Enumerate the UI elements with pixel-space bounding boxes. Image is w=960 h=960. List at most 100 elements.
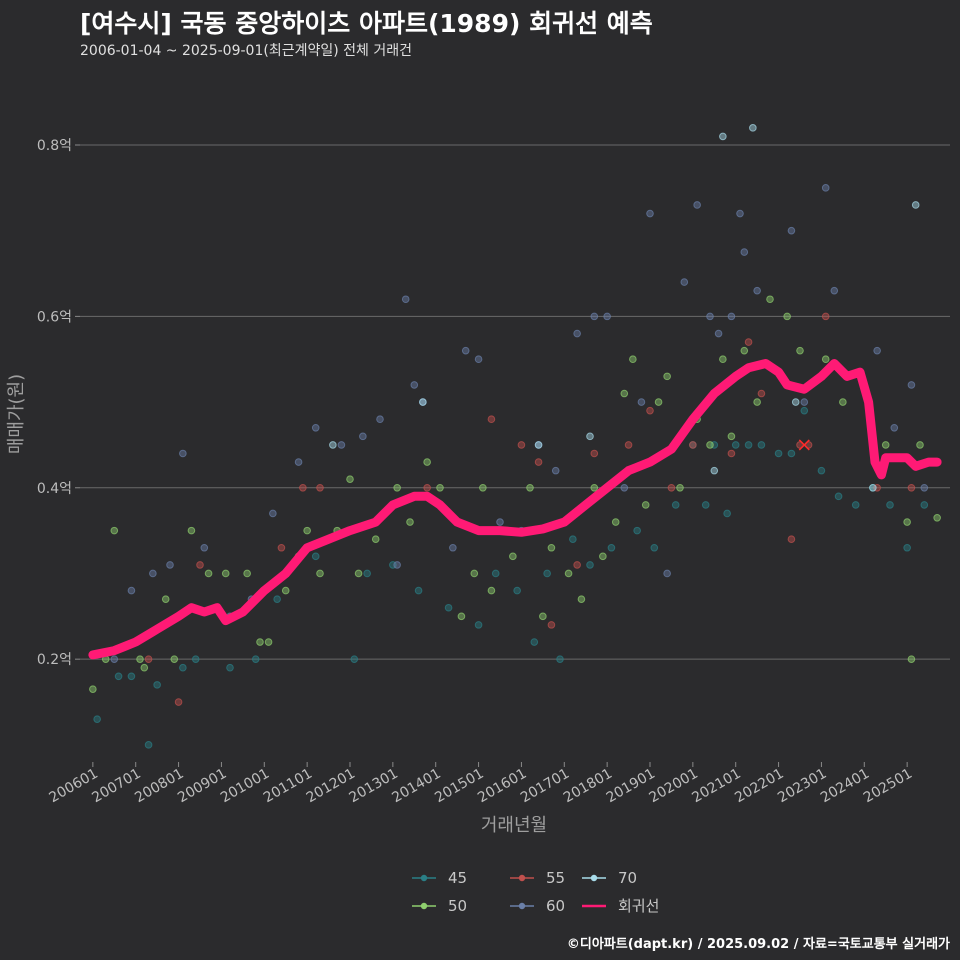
data-point-50 [264,638,273,646]
data-point-60 [551,466,560,475]
data-point-50 [346,475,354,484]
data-point-55 [590,449,599,458]
data-point-70 [710,466,719,475]
data-point-50 [907,655,916,663]
x-tick-label: 202201 [732,766,786,807]
x-tick-label: 201901 [604,766,658,807]
data-point-45 [179,663,187,672]
data-point-55 [624,441,633,449]
data-point-45 [127,672,136,681]
data-point-60 [461,346,470,355]
data-point-50 [140,663,149,672]
data-point-50 [676,483,684,492]
data-point-50 [423,458,431,466]
regression-lines [88,359,942,660]
data-point-60 [410,381,419,389]
legend-label: 60 [546,897,565,915]
data-point-50 [783,312,791,321]
data-point-50 [303,526,311,535]
legend-item-70[interactable]: 70 [582,869,637,887]
data-point-50 [406,518,414,526]
data-point-45 [851,501,860,509]
data-point-60 [449,543,457,552]
data-point-45 [633,526,641,535]
data-point-55 [144,655,153,663]
data-point-50 [663,372,671,381]
data-point-50 [916,441,924,449]
data-point-50 [136,655,144,663]
x-tick-label: 201801 [561,766,615,807]
data-point-45 [671,501,680,509]
data-point-55 [316,483,324,492]
data-point-50 [629,355,637,364]
legend-item-45[interactable]: 45 [412,869,467,887]
data-point-50 [170,655,179,663]
legend-label: 70 [618,869,637,887]
chart-title: [여수시] 국동 중앙하이츠 아파트(1989) 회귀선 예측 [80,9,653,38]
data-point-60 [693,201,701,209]
data-point-60 [590,312,599,321]
x-tick-label: 201301 [347,766,401,807]
data-point-50 [243,569,251,578]
data-point-45 [144,741,153,749]
data-point-45 [311,552,320,561]
data-point-60 [736,209,744,218]
legend-item-60[interactable]: 60 [510,897,565,915]
data-point-50 [547,543,556,552]
data-point-45 [556,655,564,663]
regression-line [88,359,942,660]
data-point-45 [569,535,577,543]
data-point-50 [577,595,586,603]
data-point-55 [646,406,654,415]
data-point-70 [419,398,427,406]
data-point-55 [534,458,543,466]
data-point-45 [530,638,539,646]
data-point-45 [474,621,483,629]
data-point-50 [839,398,847,406]
data-point-55 [196,561,204,569]
data-point-45 [817,466,826,475]
data-point-50 [526,483,534,492]
data-point-55 [727,449,736,458]
data-point-50 [564,569,573,578]
data-point-50 [740,346,749,355]
data-point-50 [457,612,466,621]
data-point-55 [487,415,496,424]
data-point-45 [920,501,929,509]
data-point-60 [401,295,410,304]
x-axis-ticks: 2006012007012008012009012010012011012012… [47,762,915,807]
data-point-60 [706,312,714,321]
data-point-60 [740,248,749,256]
data-point-50 [479,483,487,492]
data-point-50 [539,612,547,621]
x-tick-label: 201701 [518,766,572,807]
data-point-60 [149,569,157,578]
legend[interactable]: 45 50 55 60 70 회귀선 [412,869,659,915]
legend-item-55[interactable]: 55 [510,869,565,887]
data-point-60 [637,398,646,406]
data-point-45 [153,681,161,689]
data-point-70 [586,432,594,441]
data-point-60 [620,483,629,492]
data-point-60 [646,209,654,218]
data-point-50 [654,398,663,406]
footer-credit: ©디아파트(dapt.kr) / 2025.09.02 / 자료=국토교통부 실… [566,937,950,952]
data-point-70 [534,441,543,449]
legend-item-50[interactable]: 50 [412,897,467,915]
x-tick-label: 200701 [89,766,143,807]
data-point-70 [329,441,337,449]
data-point-50 [641,501,650,509]
legend-key-dot [420,874,428,882]
x-tick-label: 202301 [775,766,829,807]
data-point-55 [667,483,676,492]
data-point-50 [187,526,196,535]
data-point-55 [277,543,286,552]
data-point-45 [586,561,594,569]
legend-item-회귀선[interactable]: 회귀선 [582,897,659,915]
data-point-50 [590,483,599,492]
data-point-45 [491,569,500,578]
data-point-45 [191,655,200,663]
data-point-45 [226,663,234,672]
data-point-60 [714,329,723,338]
